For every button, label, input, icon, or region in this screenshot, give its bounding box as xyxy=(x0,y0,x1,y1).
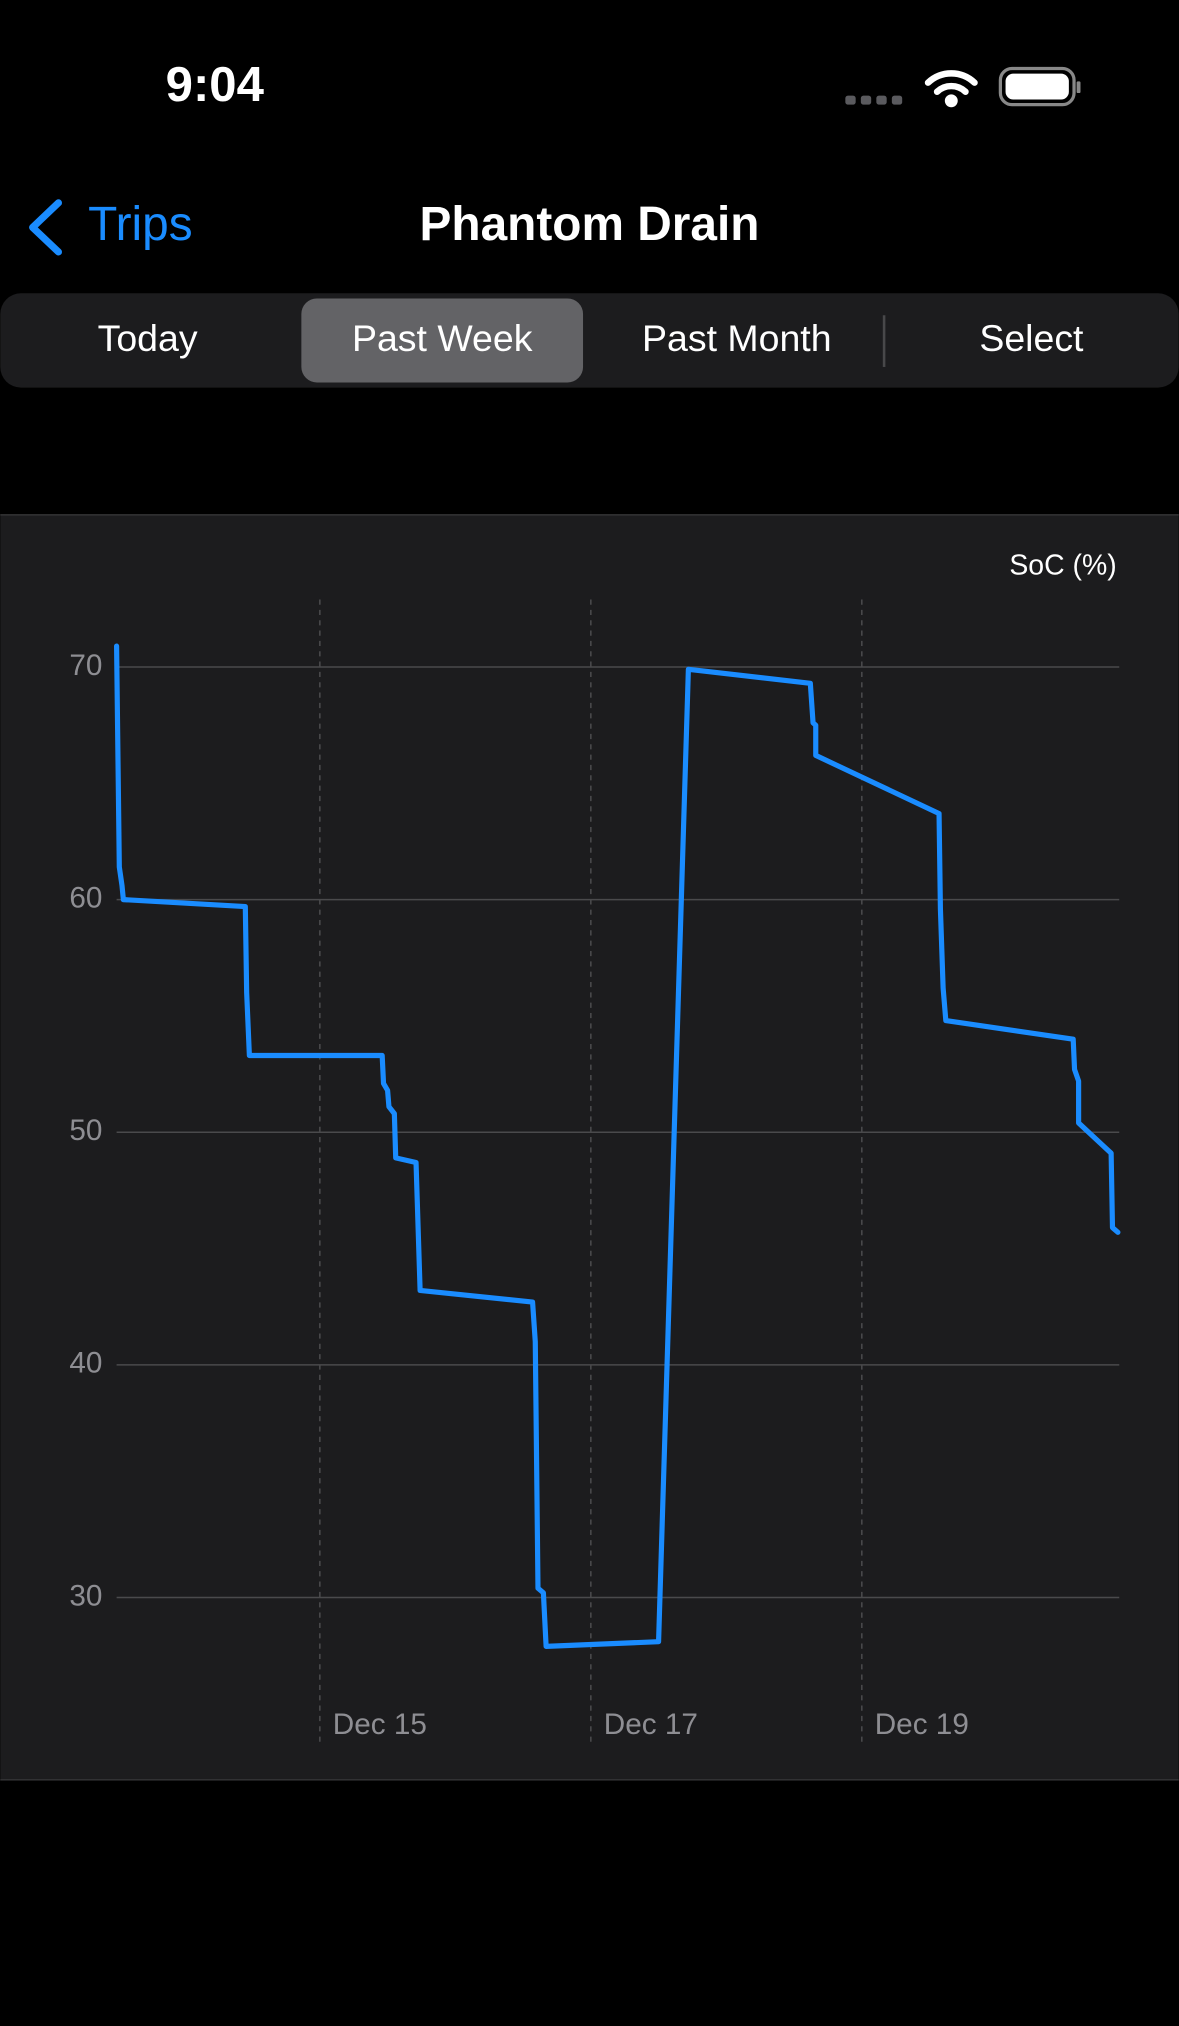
y-tick-label: 70 xyxy=(69,649,102,682)
y-axis-label: SoC (%) xyxy=(1009,550,1116,582)
segment-label[interactable]: Select xyxy=(979,317,1084,359)
nav-title: Phantom Drain xyxy=(420,198,760,251)
y-tick-label: 50 xyxy=(69,1114,102,1147)
y-tick-label: 30 xyxy=(69,1579,102,1612)
status-time: 9:04 xyxy=(166,58,265,112)
x-tick-label: Dec 15 xyxy=(333,1708,427,1741)
battery-icon xyxy=(998,66,1076,107)
x-tick-label: Dec 19 xyxy=(875,1708,969,1741)
soc-line xyxy=(114,643,1121,1649)
wifi-icon xyxy=(924,70,978,108)
back-button[interactable]: Trips xyxy=(29,198,193,256)
signal-icon xyxy=(845,95,903,105)
chart-panel xyxy=(0,514,1179,1781)
y-tick-label: 40 xyxy=(69,1347,102,1380)
x-tick-label: Dec 17 xyxy=(604,1708,698,1741)
back-label[interactable]: Trips xyxy=(88,198,192,251)
back-chevron[interactable] xyxy=(29,199,63,256)
segment-selected[interactable] xyxy=(301,298,584,383)
y-tick-label: 60 xyxy=(69,881,102,914)
battery-level xyxy=(1005,73,1069,100)
segment-label[interactable]: Past Month xyxy=(642,317,832,359)
battery-tip xyxy=(1076,81,1081,94)
segment-label[interactable]: Past Week xyxy=(352,317,533,359)
segment-label[interactable]: Today xyxy=(98,317,198,359)
